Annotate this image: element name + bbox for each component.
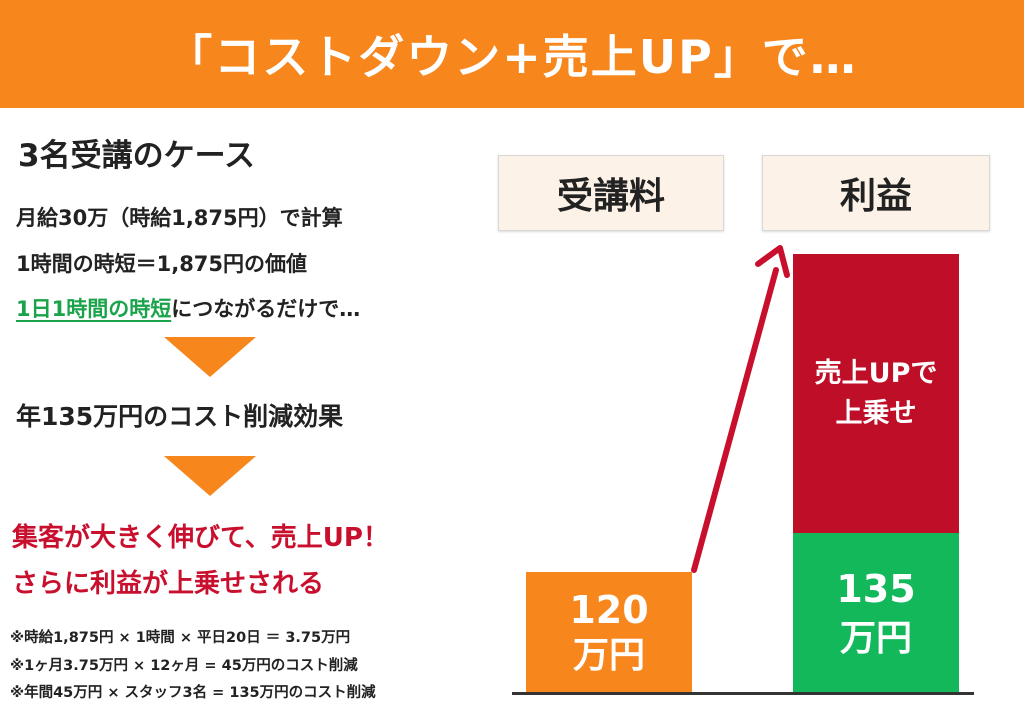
profit-base-value: 135: [836, 566, 916, 611]
timesave-highlight: 1日1時間の時短: [16, 297, 172, 321]
note-3: ※年間45万円 × スタッフ3名 = 135万円のコスト削減: [10, 685, 376, 701]
header-banner: 「コストダウン+売上UP」で…: [0, 0, 1024, 108]
upsell-label-2: 上乗せ: [835, 397, 917, 429]
fee-bar: 120 万円: [526, 572, 692, 694]
upsell-label-1: 売上UPで: [814, 357, 938, 389]
chart-baseline: [512, 692, 974, 695]
result-line-2: さらに利益が上乗せされる: [12, 569, 325, 599]
timesave-rest: につながるだけで…: [171, 297, 361, 321]
timesave-line: 1日1時間の時短につながるだけで…: [16, 293, 360, 323]
fee-unit: 万円: [572, 635, 645, 676]
down-arrow-icon: [164, 456, 256, 496]
result-line-1: 集客が大きく伸びて、売上UP！: [12, 523, 389, 553]
banner-title: 「コストダウン+売上UP」で…: [166, 30, 858, 84]
upsell-bar: 売上UPで 上乗せ: [793, 254, 959, 533]
profit-base-bar: 135 万円: [793, 533, 959, 694]
note-2: ※1ヶ月3.75万円 × 12ヶ月 = 45万円のコスト削減: [10, 658, 358, 674]
value-line: 1時間の時短＝1,875円の価値: [16, 252, 308, 276]
profit-base-unit: 万円: [839, 617, 912, 659]
salary-line: 月給30万（時給1,875円）で計算: [16, 206, 343, 230]
note-1: ※時給1,875円 × 1時間 × 平日20日 ＝ 3.75万円: [10, 630, 351, 646]
profit-label: 利益: [762, 155, 990, 231]
fee-label: 受講料: [498, 155, 724, 231]
case-title: 3名受講のケース: [18, 138, 256, 174]
cost-reduction-effect: 年135万円のコスト削減効果: [16, 402, 344, 431]
fee-value: 120: [569, 588, 649, 632]
down-arrow-icon: [164, 337, 256, 377]
